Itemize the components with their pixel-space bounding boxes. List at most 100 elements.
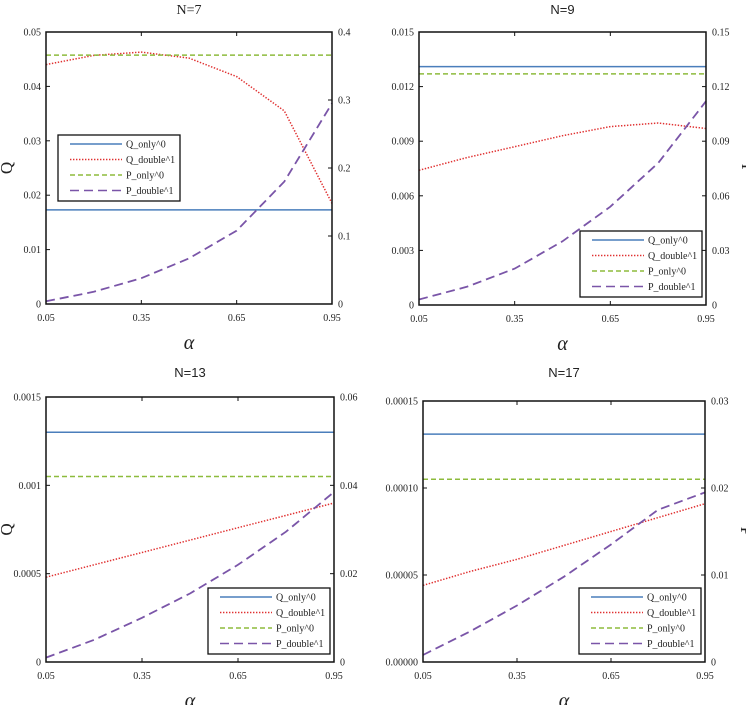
y-right-tick-label: 0.2 <box>338 164 351 175</box>
legend-label: P_double^1 <box>648 282 695 293</box>
y-right-tick-label: 0.4 <box>338 28 351 39</box>
chart-title: N=13 <box>174 365 205 380</box>
y-tick-label: 0.009 <box>392 137 415 148</box>
y-right-axis-label: P <box>738 164 746 173</box>
y-right-tick-label: 0.03 <box>711 397 729 408</box>
y-right-tick-label: 0 <box>712 301 717 312</box>
legend: Q_only^0 Q_double^1 P_only^0 P_double^1 <box>578 587 702 655</box>
chart-panel-1: N=7 0.05 0.35 0.65 0.95 0 0.01 0.02 0.03 0.04 0.05… <box>0 3 351 354</box>
y-tick-label: 0.012 <box>392 82 415 93</box>
y-right-tick-label: 0.15 <box>712 28 730 39</box>
y-right-tick-label: 0.12 <box>712 82 730 93</box>
legend-label: Q_double^1 <box>126 155 175 166</box>
series-line-q-double-1 <box>422 502 706 587</box>
y-right-tick-label: 0.01 <box>711 571 729 582</box>
y-tick-label: 0.0005 <box>14 569 42 580</box>
y-right-axis-label: P <box>737 527 746 536</box>
x-tick-label: 0.65 <box>228 313 246 324</box>
legend-label: P_only^0 <box>648 267 686 278</box>
y-tick-label: 0 <box>409 301 414 312</box>
plot-frame <box>418 31 707 306</box>
legend-label: P_double^1 <box>647 639 694 650</box>
x-tick-label: 0.05 <box>410 314 428 325</box>
plot-frame <box>45 396 335 663</box>
series-line-p-double-1 <box>422 491 706 656</box>
y-right-tick-label: 0.02 <box>711 484 729 495</box>
y-tick-label: 0.03 <box>24 136 42 147</box>
x-tick-label: 0.95 <box>323 313 341 324</box>
series-line-q-double-1 <box>418 122 707 172</box>
legend-label: Q_double^1 <box>647 608 696 619</box>
y-tick-label: 0.00000 <box>386 658 419 669</box>
y-tick-label: 0.006 <box>392 191 415 202</box>
x-tick-label: 0.65 <box>229 671 247 682</box>
y-right-tick-label: 0.06 <box>340 393 358 404</box>
series-line-p-double-1 <box>45 491 335 659</box>
x-tick-label: 0.65 <box>602 671 620 682</box>
plot-frame <box>422 400 706 663</box>
legend-label: P_double^1 <box>126 186 173 197</box>
y-axis-label: Q <box>0 523 16 535</box>
chart-title: N=17 <box>548 365 579 380</box>
y-tick-label: 0 <box>36 658 41 669</box>
y-tick-label: 0.003 <box>392 246 415 257</box>
legend-label: Q_only^0 <box>126 140 166 151</box>
x-tick-label: 0.05 <box>37 313 55 324</box>
x-tick-label: 0.35 <box>133 671 151 682</box>
y-right-tick-label: 0.04 <box>340 481 358 492</box>
legend-label: Q_double^1 <box>648 251 697 262</box>
y-right-tick-label: 0 <box>340 658 345 669</box>
x-tick-label: 0.95 <box>697 314 715 325</box>
chart-panel-3: N=13 0.05 0.35 0.65 0.95 0 0.0005 0.001 0.0015 0 0… <box>0 365 358 705</box>
y-right-tick-label: 0 <box>711 658 716 669</box>
legend-label: P_only^0 <box>647 624 685 635</box>
series-line-p-double-1 <box>418 100 707 301</box>
x-tick-label: 0.95 <box>696 671 714 682</box>
chart-panel-2: N=9 0.05 0.35 0.65 0.95 0 0.003 0.006 0.009 0.012… <box>392 2 746 355</box>
chart-title: N=9 <box>550 2 574 17</box>
y-tick-label: 0.00010 <box>386 484 419 495</box>
x-tick-label: 0.35 <box>508 671 526 682</box>
x-tick-label: 0.35 <box>133 313 151 324</box>
y-tick-label: 0.01 <box>24 245 42 256</box>
y-axis-label: Q <box>0 162 16 174</box>
legend-label: Q_double^1 <box>276 608 325 619</box>
y-tick-label: 0.00005 <box>386 571 419 582</box>
legend-label: P_only^0 <box>276 624 314 635</box>
y-right-tick-label: 0.09 <box>712 137 730 148</box>
x-axis-label: α <box>557 333 568 355</box>
x-tick-label: 0.05 <box>414 671 432 682</box>
y-right-tick-label: 0.03 <box>712 246 730 257</box>
x-axis-label: α <box>184 332 195 354</box>
legend-label: Q_only^0 <box>276 593 316 604</box>
legend-label: Q_only^0 <box>648 236 688 247</box>
series-line-q-double-1 <box>45 502 335 578</box>
y-tick-label: 0.04 <box>24 82 42 93</box>
y-right-tick-label: 0 <box>338 300 343 311</box>
chart-title: N=7 <box>176 3 201 18</box>
y-tick-label: 0.05 <box>24 28 42 39</box>
x-tick-label: 0.05 <box>37 671 55 682</box>
series-line-p-double-1 <box>45 102 333 303</box>
y-tick-label: 0.015 <box>392 28 415 39</box>
y-right-tick-label: 0.3 <box>338 96 351 107</box>
legend-label: Q_only^0 <box>647 593 687 604</box>
x-axis-label: α <box>559 690 570 705</box>
y-right-tick-label: 0.1 <box>338 232 351 243</box>
y-tick-label: 0.0015 <box>14 393 42 404</box>
y-tick-label: 0.02 <box>24 191 42 202</box>
y-tick-label: 0.001 <box>19 481 42 492</box>
y-right-tick-label: 0.06 <box>712 191 730 202</box>
legend: Q_only^0 Q_double^1 P_only^0 P_double^1 <box>579 230 703 298</box>
legend-label: P_only^0 <box>126 171 164 182</box>
x-tick-label: 0.95 <box>325 671 343 682</box>
series-line-q-double-1 <box>45 51 333 204</box>
y-tick-label: 0.00015 <box>386 397 419 408</box>
x-axis-label: α <box>185 690 196 705</box>
x-tick-label: 0.35 <box>506 314 524 325</box>
chart-panel-4: N=17 0.05 0.35 0.65 0.95 0.00000 0.00005 0.0001… <box>386 365 746 705</box>
legend: Q_only^0 Q_double^1 P_only^0 P_double^1 <box>207 587 331 655</box>
legend-label: P_double^1 <box>276 639 323 650</box>
legend: Q_only^0 Q_double^1 P_only^0 P_double^1 <box>57 134 181 202</box>
